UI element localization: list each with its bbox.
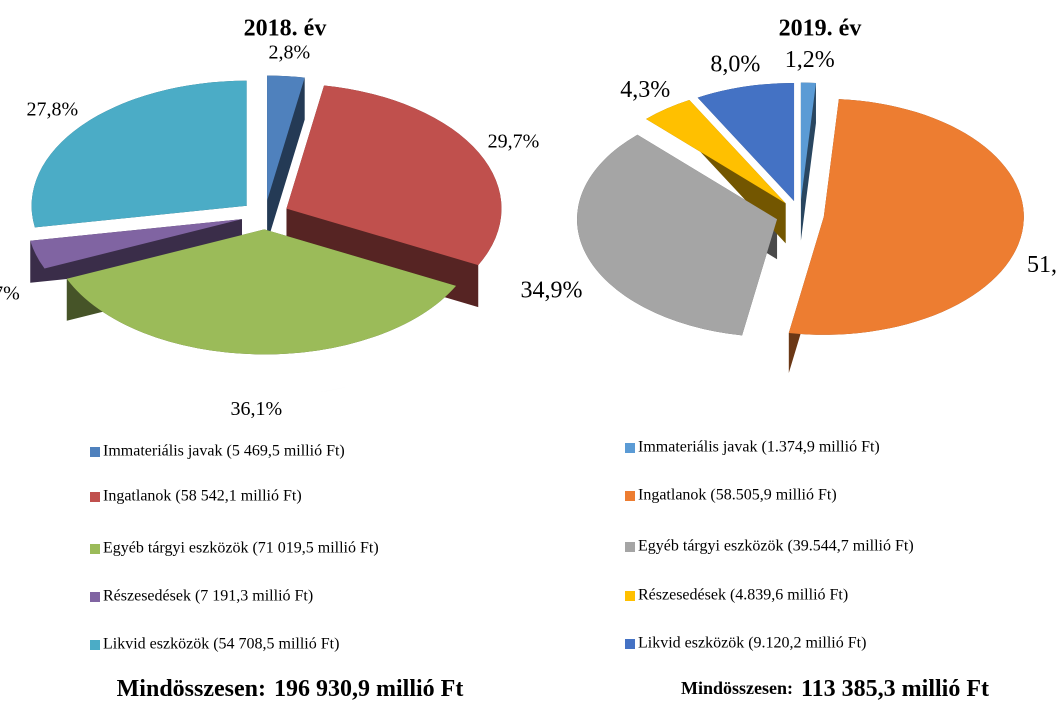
legend-swatch [90,447,100,457]
chart-title: 2018. év [244,16,327,42]
total-label: Mindösszesen: [117,676,266,702]
data-label: 29,7% [488,130,540,152]
slice [267,75,305,201]
legend-swatch [90,544,100,554]
slice [697,83,795,202]
legend-label: Egyéb tárgyi eszközök (39.544,7 millió F… [638,538,914,555]
data-label: 34,9% [520,278,582,304]
legend-swatch [625,591,635,601]
legend-label: Egyéb tárgyi eszközök (71 019,5 millió F… [103,540,379,557]
legend-label: Ingatlanok (58 542,1 millió Ft) [103,488,302,505]
total-value: 113 385,3 millió Ft [801,676,989,702]
data-label: 1,2% [785,47,835,73]
legend-swatch [90,640,100,650]
slice [31,80,247,228]
data-label: 3,7% [0,283,20,305]
legend-label: Részesedések (7 191,3 millió Ft) [103,588,313,605]
legend-swatch [625,639,635,649]
legend-label: Ingatlanok (58.505,9 millió Ft) [638,487,837,504]
total-label: Mindösszesen: [681,678,793,698]
data-label: 8,0% [710,52,760,78]
legend-swatch [90,592,100,602]
slice [66,229,457,355]
legend-label: Immateriális javak (1.374,9 millió Ft) [638,439,880,456]
legend-label: Likvid eszközök (54 708,5 millió Ft) [103,636,339,653]
data-label: 51,6% [1027,252,1057,278]
legend-swatch [625,491,635,501]
legend-swatch [625,443,635,453]
legend-label: Részesedések (4.839,6 millió Ft) [638,587,848,604]
legend-label: Likvid eszközök (9.120,2 millió Ft) [638,635,866,652]
legend-swatch [625,542,635,552]
total-value: 196 930,9 millió Ft [274,676,463,702]
slice [788,99,1024,335]
slice [30,219,243,269]
total: Mindösszesen: 196 930,9 millió Ft [117,676,464,702]
slice [646,100,786,204]
data-label: 36,1% [230,398,282,420]
total: Mindösszesen: 113 385,3 millió Ft [681,676,989,702]
legend-label: Immateriális javak (5 469,5 millió Ft) [103,443,345,460]
data-label: 27,8% [26,99,78,121]
slice [800,82,816,201]
chart-title: 2019. év [779,16,862,42]
data-label: 4,3% [620,77,670,103]
slice [577,134,778,336]
data-label: 2,8% [269,41,311,63]
slice [286,85,502,266]
legend-swatch [90,492,100,502]
